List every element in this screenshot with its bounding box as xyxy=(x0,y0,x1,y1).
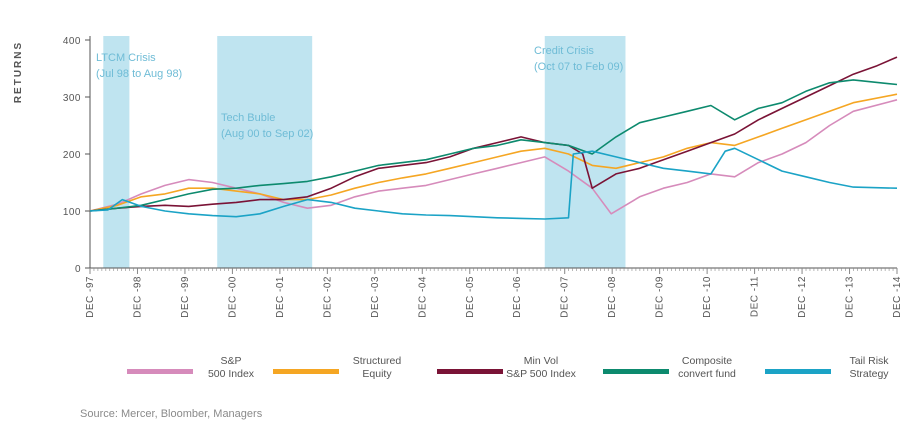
x-tick-label: DEC -05 xyxy=(465,276,476,318)
series-line-4 xyxy=(89,147,898,220)
x-tick-label: DEC -99 xyxy=(180,276,191,318)
legend-label-1: Equity xyxy=(362,368,392,380)
legend-swatch-1 xyxy=(273,369,339,374)
x-tick-label: DEC -12 xyxy=(797,276,808,318)
x-tick-label: DEC -01 xyxy=(275,276,286,318)
legend-swatch-4 xyxy=(765,369,831,374)
legend-label-4: Tail Risk xyxy=(849,355,889,367)
x-tick-label: DEC -07 xyxy=(560,276,571,318)
y-tick-label: 0 xyxy=(75,264,81,275)
x-tick-label: DEC -00 xyxy=(227,276,238,318)
legend-label-0: S&P xyxy=(220,355,241,367)
legend-label-4: Strategy xyxy=(849,368,889,380)
series-line-1 xyxy=(89,93,898,212)
legend-swatch-2 xyxy=(437,369,503,374)
y-axis: 0 100 200 300 400 xyxy=(63,36,91,275)
crisis-period-0: (Jul 98 to Aug 98) xyxy=(96,68,182,80)
x-tick-label: DEC -09 xyxy=(655,276,666,318)
x-tick-label: DEC -06 xyxy=(512,276,523,318)
x-tick-label: DEC -03 xyxy=(370,276,381,318)
x-tick-label: DEC -04 xyxy=(417,276,428,318)
legend-label-3: Composite xyxy=(682,355,732,367)
series-line-0 xyxy=(89,99,898,215)
series-line-3 xyxy=(89,79,898,212)
legend-swatch-3 xyxy=(603,369,669,374)
legend-label-3: convert fund xyxy=(678,368,736,380)
crisis-band-1 xyxy=(217,36,313,268)
x-tick-label: DEC -14 xyxy=(892,276,900,318)
series-lines xyxy=(89,56,898,220)
x-tick-label: DEC -98 xyxy=(132,276,143,318)
crisis-annotations: LTCM Crisis (Jul 98 to Aug 98) Tech Buble (… xyxy=(96,45,623,140)
x-tick-label: DEC -02 xyxy=(322,276,333,318)
x-tick-label: DEC -97 xyxy=(85,276,96,318)
y-tick-label: 300 xyxy=(63,93,81,104)
y-axis-title: RETURNS xyxy=(13,41,24,103)
crisis-label-2: Credit Crisis xyxy=(534,45,594,57)
legend-label-2: Min Vol xyxy=(524,355,558,367)
crisis-period-2: (Oct 07 to Feb 09) xyxy=(534,61,623,73)
y-tick-label: 200 xyxy=(63,150,81,161)
x-tick-label: DEC -11 xyxy=(750,276,761,317)
crisis-label-0: LTCM Crisis xyxy=(96,52,156,64)
series-line-2 xyxy=(89,56,898,212)
x-tick-label: DEC -10 xyxy=(702,276,713,318)
y-tick-label: 100 xyxy=(63,207,81,218)
legend-label-2: S&P 500 Index xyxy=(506,368,577,380)
crisis-label-1: Tech Buble xyxy=(221,112,275,124)
y-tick-label: 400 xyxy=(63,36,81,47)
x-tick-label: DEC -08 xyxy=(607,276,618,318)
x-axis: DEC -97 DEC -98 DEC -99 DEC -00 DEC -01 DEC -… xyxy=(85,267,900,318)
crisis-band-0 xyxy=(103,36,130,268)
source-note: Source: Mercer, Bloomber, Managers xyxy=(80,408,263,420)
legend-swatch-0 xyxy=(127,369,193,374)
legend-label-1: Structured xyxy=(353,355,402,367)
legend-label-0: 500 Index xyxy=(208,368,255,380)
x-tick-label: DEC -13 xyxy=(845,276,856,318)
crisis-period-1: (Aug 00 to Sep 02) xyxy=(221,128,313,140)
